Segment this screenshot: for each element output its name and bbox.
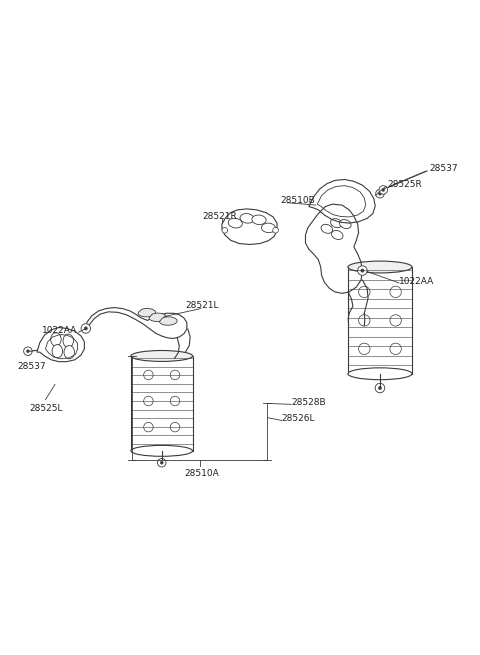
Text: 28521L: 28521L <box>185 301 219 310</box>
Circle shape <box>376 189 384 198</box>
Ellipse shape <box>131 350 192 362</box>
Ellipse shape <box>348 261 412 273</box>
Text: 28526L: 28526L <box>282 414 315 423</box>
Circle shape <box>390 286 401 297</box>
Circle shape <box>170 422 180 432</box>
Circle shape <box>144 396 153 406</box>
Ellipse shape <box>261 223 276 233</box>
Ellipse shape <box>339 219 351 229</box>
Circle shape <box>144 422 153 432</box>
Circle shape <box>375 383 384 393</box>
Circle shape <box>144 370 153 380</box>
Polygon shape <box>160 317 177 326</box>
Polygon shape <box>138 309 156 317</box>
Text: 28525R: 28525R <box>387 179 422 189</box>
Ellipse shape <box>252 215 266 225</box>
Ellipse shape <box>131 445 192 457</box>
Text: 28510B: 28510B <box>280 196 315 205</box>
Circle shape <box>390 343 401 354</box>
Circle shape <box>382 189 385 191</box>
Circle shape <box>359 286 370 297</box>
Circle shape <box>378 386 382 390</box>
Circle shape <box>379 185 387 194</box>
Circle shape <box>378 192 382 195</box>
Circle shape <box>358 266 367 275</box>
Circle shape <box>170 396 180 406</box>
Circle shape <box>390 314 401 326</box>
Text: 1022AA: 1022AA <box>399 276 434 286</box>
Circle shape <box>359 343 370 354</box>
Text: 28537: 28537 <box>17 362 46 371</box>
Circle shape <box>359 314 370 326</box>
Ellipse shape <box>63 334 73 347</box>
Ellipse shape <box>348 368 412 380</box>
Text: 1022AA: 1022AA <box>42 326 77 335</box>
Text: 28537: 28537 <box>430 164 458 173</box>
Circle shape <box>84 327 87 330</box>
Ellipse shape <box>321 224 333 233</box>
Polygon shape <box>149 313 167 322</box>
Ellipse shape <box>64 346 74 359</box>
Circle shape <box>160 461 163 464</box>
Circle shape <box>157 458 166 467</box>
Circle shape <box>273 227 278 233</box>
Ellipse shape <box>331 219 342 228</box>
Circle shape <box>361 269 364 272</box>
Ellipse shape <box>240 214 254 223</box>
Circle shape <box>81 324 91 333</box>
Circle shape <box>222 227 228 233</box>
Circle shape <box>26 350 29 352</box>
Ellipse shape <box>228 218 242 228</box>
Text: 28521R: 28521R <box>202 212 237 221</box>
Circle shape <box>170 370 180 380</box>
Ellipse shape <box>52 345 62 358</box>
Text: 28528B: 28528B <box>291 398 326 407</box>
Ellipse shape <box>51 333 61 346</box>
Text: 28525L: 28525L <box>29 403 62 413</box>
Circle shape <box>24 347 32 356</box>
Ellipse shape <box>332 231 343 240</box>
Text: 28510A: 28510A <box>184 469 219 478</box>
